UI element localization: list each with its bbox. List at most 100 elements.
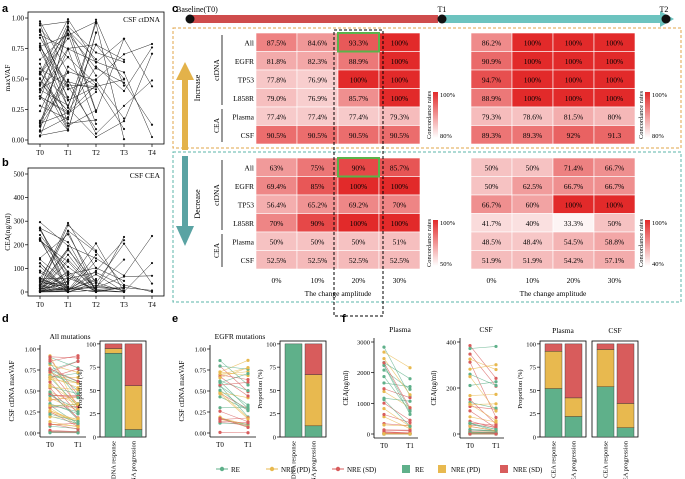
y-tick-label: 200 (14, 241, 25, 249)
paired-point (494, 376, 498, 380)
trajectory-line (39, 84, 125, 130)
x-tick-label: T0 (466, 442, 474, 450)
paired-point (76, 412, 80, 416)
colorbar-tick: 100% (440, 220, 456, 227)
trajectory-point (66, 18, 70, 21)
trajectory-point (66, 88, 70, 91)
paired-point (468, 409, 472, 413)
legend-label: NRE (SD) (513, 466, 543, 474)
trajectory-point (94, 281, 98, 284)
trajectory-point (122, 279, 126, 282)
increase-label: Increase (193, 74, 202, 101)
row-label: Plasma (232, 112, 254, 121)
trajectory-point (122, 71, 126, 74)
paired-point (468, 346, 472, 351)
y-tick-label: 500 (14, 171, 25, 179)
trajectory-line (39, 56, 69, 90)
stacked-bar-segment (596, 386, 615, 438)
trajectory-point (122, 242, 126, 245)
paired-point (76, 392, 80, 396)
paired-line (469, 420, 497, 429)
heatmap-cell-value: 100% (565, 75, 583, 84)
paired-line (49, 413, 79, 422)
heatmap-cell-value: 100% (524, 57, 542, 66)
trajectory-point (150, 282, 154, 285)
trajectory-line (39, 263, 125, 293)
decrease-arrow-shaft (182, 156, 188, 228)
paired-point (246, 366, 250, 370)
trajectory-point (66, 116, 70, 119)
heatmap-cell-value: 63% (270, 163, 284, 172)
paired-point (494, 427, 498, 432)
paired-line (49, 405, 79, 425)
trajectory-line (39, 267, 125, 291)
trajectory-point (94, 82, 98, 86)
paired-point (494, 380, 498, 384)
row-label: L858R (233, 219, 254, 228)
heatmap-cell-value: 70% (270, 219, 284, 228)
y-tick-label: 0.25 (12, 106, 25, 114)
paired-line (49, 356, 79, 359)
heatmap-cell-value: 100% (524, 94, 542, 103)
trajectory-line (39, 63, 69, 130)
y-tick-label: 0.25 (25, 410, 36, 417)
x-tick-label: T1 (64, 149, 72, 157)
heatmap-cell-value: 81.8% (267, 57, 286, 66)
trajectory-point (122, 81, 126, 84)
trajectory-point (66, 272, 70, 275)
x-axis-label: The change amplitude (305, 289, 372, 298)
heatmap-cell-value: 85.7% (390, 163, 409, 172)
paired-point (382, 361, 386, 365)
paired-point (408, 393, 412, 397)
row-label: All (244, 163, 254, 172)
paired-line (469, 381, 497, 386)
paired-line (49, 423, 79, 430)
panel-b-cea-plot: 0 100 200 300 400 500 T0 T1 T2 T3 T4 CSF CEA CEA(ng/… (3, 167, 165, 309)
paired-line (49, 430, 79, 433)
paired-point (468, 432, 472, 436)
paired-point (382, 423, 386, 427)
timeline-t2-label: T2 (660, 5, 669, 14)
paired-point (246, 425, 250, 429)
y-axis-label: CSF ctDNA maxVAF (178, 360, 186, 421)
heatmap-cell-value: 70% (393, 200, 407, 209)
trajectory-line (39, 227, 125, 290)
heatmap-cell-value: 100% (391, 38, 409, 47)
heatmap-cell-value: 100% (391, 219, 409, 228)
trajectory-line (39, 44, 125, 93)
heatmap-cell-value: 79.0% (267, 94, 286, 103)
colorbar-tick: 40% (652, 261, 665, 268)
panel-letter-b: b (2, 157, 9, 169)
paired-point (48, 380, 52, 384)
trajectory-point (38, 269, 42, 272)
panel-letter-c: c (172, 3, 178, 15)
trajectory-point (66, 112, 70, 115)
trajectory-point (38, 124, 42, 127)
cea-group-label: CEA (212, 242, 221, 258)
paired-line (49, 410, 79, 422)
paired-point (48, 390, 52, 394)
y-tick-label: 75 (90, 365, 97, 372)
trajectory-point (66, 110, 70, 114)
trajectory-line (39, 26, 125, 99)
trajectory-point (38, 46, 42, 49)
bar-category-label: ctDNA progression (131, 440, 138, 479)
trajectory-point (66, 118, 70, 121)
heatmap-cell-value: 71.4% (564, 163, 583, 172)
trajectory-point (122, 138, 126, 141)
paired-line (49, 364, 79, 373)
legend-dot (335, 466, 341, 472)
paired-point (76, 379, 80, 383)
y-tick-label: 2000 (357, 370, 370, 377)
paired-line (49, 415, 79, 424)
decrease-label: Decrease (193, 189, 202, 219)
legend-label: RE (415, 466, 424, 474)
trajectory-point (66, 29, 70, 32)
heatmap-cell-value: 90% (352, 163, 366, 172)
trajectory-point (94, 61, 98, 64)
y-tick-label: 0.50 (12, 76, 25, 84)
paired-point (494, 402, 498, 406)
trajectory-point (122, 37, 126, 40)
heatmap-cell-value: 100% (391, 57, 409, 66)
